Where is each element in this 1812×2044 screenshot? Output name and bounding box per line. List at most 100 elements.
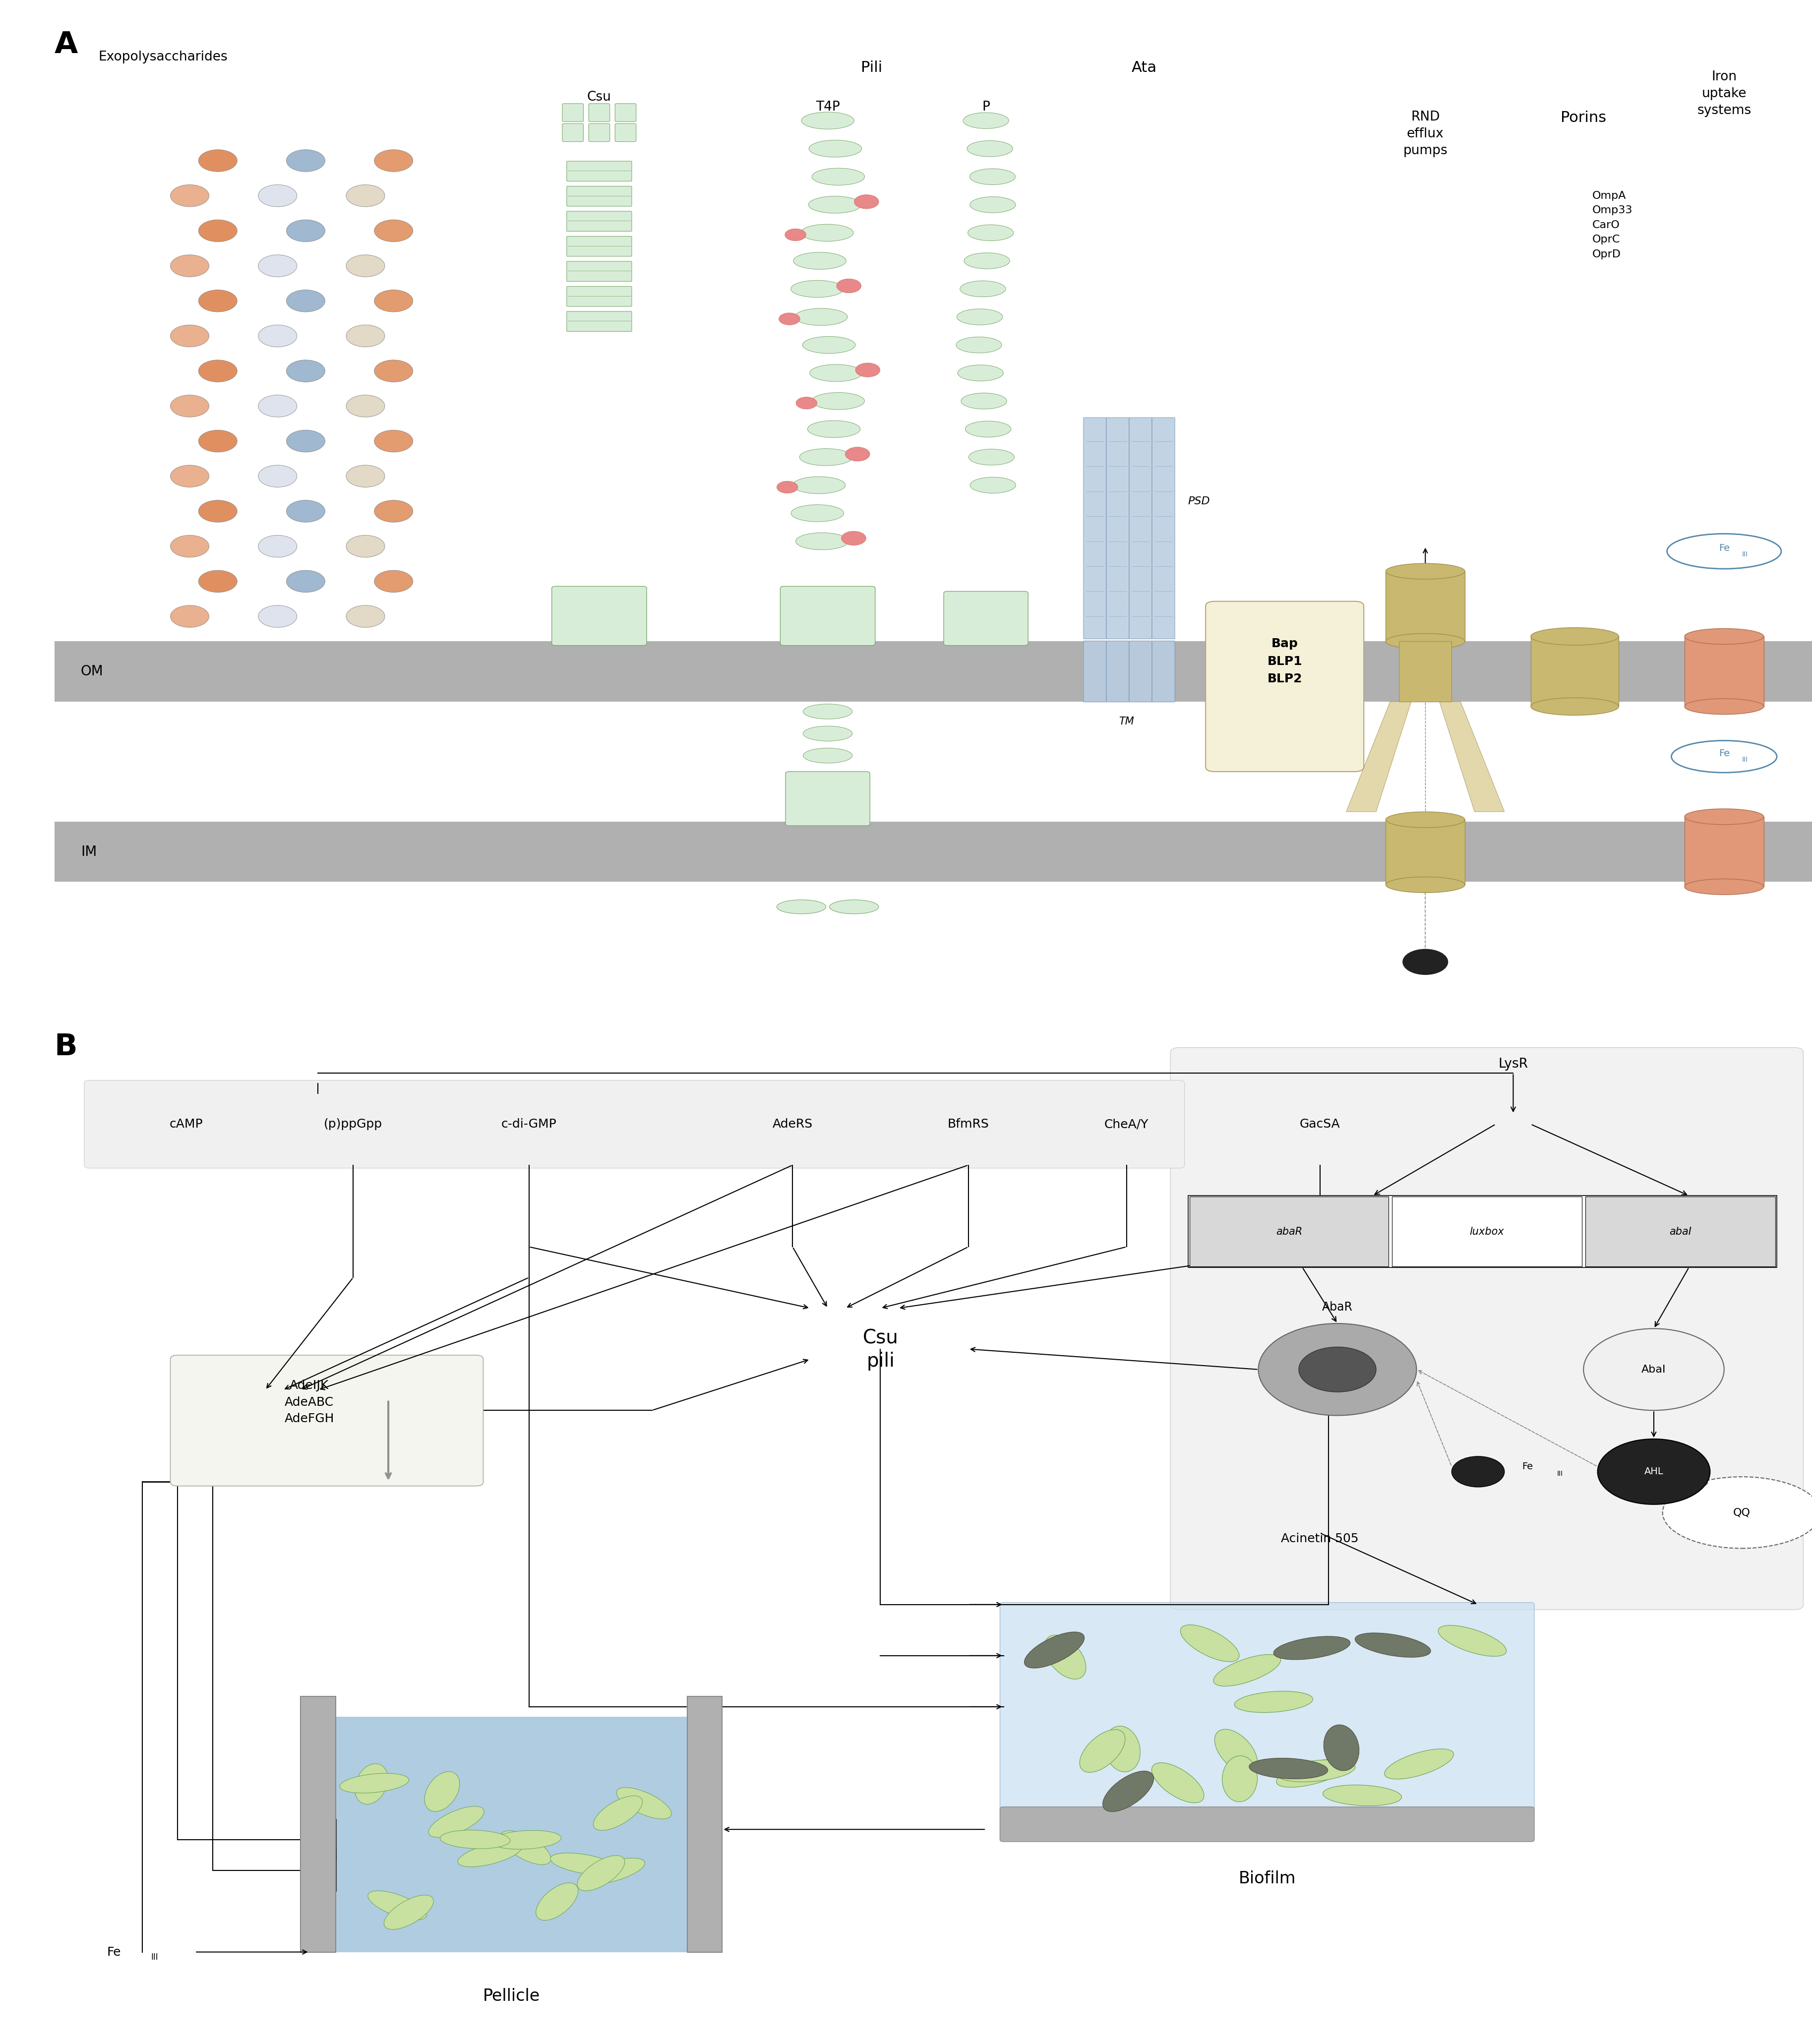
FancyBboxPatch shape: [1000, 1807, 1535, 1842]
Text: (p)ppGpp: (p)ppGpp: [324, 1118, 382, 1130]
Circle shape: [844, 448, 870, 462]
Ellipse shape: [1386, 877, 1464, 893]
Ellipse shape: [1685, 699, 1763, 715]
FancyBboxPatch shape: [1685, 636, 1763, 707]
Text: AdeIJK
AdeABC
AdeFGH: AdeIJK AdeABC AdeFGH: [284, 1380, 333, 1425]
FancyBboxPatch shape: [1190, 1198, 1388, 1267]
Ellipse shape: [1685, 628, 1763, 644]
Ellipse shape: [957, 337, 1002, 354]
Ellipse shape: [491, 1829, 562, 1850]
Circle shape: [855, 364, 881, 376]
Ellipse shape: [1355, 1633, 1431, 1658]
Ellipse shape: [803, 748, 852, 762]
FancyBboxPatch shape: [1107, 417, 1129, 640]
FancyBboxPatch shape: [1152, 417, 1174, 640]
Ellipse shape: [790, 280, 844, 296]
Polygon shape: [1346, 701, 1412, 811]
FancyBboxPatch shape: [335, 1717, 687, 1952]
Ellipse shape: [1152, 1762, 1203, 1803]
FancyBboxPatch shape: [1152, 642, 1174, 701]
Ellipse shape: [1531, 628, 1618, 646]
Circle shape: [170, 605, 208, 628]
FancyBboxPatch shape: [567, 237, 632, 256]
Circle shape: [259, 325, 297, 347]
Ellipse shape: [794, 251, 846, 270]
Circle shape: [259, 256, 297, 276]
FancyBboxPatch shape: [944, 591, 1027, 646]
Circle shape: [346, 256, 384, 276]
Circle shape: [1584, 1329, 1725, 1410]
Ellipse shape: [830, 899, 879, 914]
Ellipse shape: [1685, 879, 1763, 895]
Ellipse shape: [440, 1829, 511, 1848]
FancyBboxPatch shape: [1129, 642, 1152, 701]
Ellipse shape: [964, 253, 1009, 270]
Circle shape: [170, 184, 208, 206]
Circle shape: [375, 360, 413, 382]
Ellipse shape: [1277, 1760, 1355, 1782]
Text: cAMP: cAMP: [169, 1118, 203, 1130]
Text: Fe: Fe: [1522, 1461, 1533, 1472]
Circle shape: [1299, 1347, 1375, 1392]
FancyBboxPatch shape: [589, 123, 611, 141]
Ellipse shape: [1531, 697, 1618, 715]
Ellipse shape: [1080, 1729, 1125, 1772]
Circle shape: [346, 536, 384, 558]
Ellipse shape: [339, 1774, 410, 1793]
Circle shape: [286, 570, 324, 593]
Circle shape: [375, 501, 413, 521]
Ellipse shape: [1386, 564, 1464, 578]
Circle shape: [199, 149, 237, 172]
Circle shape: [1258, 1325, 1417, 1416]
Circle shape: [375, 570, 413, 593]
FancyBboxPatch shape: [781, 587, 875, 646]
FancyBboxPatch shape: [54, 642, 1812, 701]
Ellipse shape: [957, 366, 1004, 380]
Circle shape: [286, 290, 324, 313]
Circle shape: [375, 149, 413, 172]
Circle shape: [286, 221, 324, 241]
Ellipse shape: [1248, 1758, 1328, 1778]
Text: Pili: Pili: [861, 61, 882, 76]
Circle shape: [1402, 948, 1448, 975]
Text: OM: OM: [82, 664, 103, 679]
Ellipse shape: [1325, 1725, 1359, 1770]
Text: c-di-GMP: c-di-GMP: [502, 1118, 556, 1130]
FancyBboxPatch shape: [567, 211, 632, 231]
Ellipse shape: [803, 703, 852, 719]
Circle shape: [259, 605, 297, 628]
Ellipse shape: [792, 476, 846, 495]
Circle shape: [259, 536, 297, 558]
Ellipse shape: [1105, 1725, 1140, 1772]
Circle shape: [1451, 1457, 1504, 1488]
Circle shape: [346, 184, 384, 206]
Ellipse shape: [808, 141, 863, 157]
Circle shape: [346, 605, 384, 628]
Ellipse shape: [792, 505, 844, 521]
FancyBboxPatch shape: [1189, 1196, 1778, 1267]
Text: Fe: Fe: [1718, 544, 1730, 554]
Text: Pellicle: Pellicle: [482, 1987, 540, 2005]
Circle shape: [199, 290, 237, 313]
Circle shape: [259, 184, 297, 206]
Text: Csu: Csu: [587, 90, 611, 104]
Circle shape: [286, 429, 324, 452]
Ellipse shape: [1671, 740, 1778, 773]
Text: AbaI: AbaI: [1642, 1365, 1665, 1374]
Ellipse shape: [1276, 1760, 1348, 1786]
Circle shape: [837, 278, 861, 292]
Ellipse shape: [957, 309, 1002, 325]
FancyBboxPatch shape: [567, 186, 632, 206]
Circle shape: [346, 466, 384, 486]
Text: LysR: LysR: [1499, 1059, 1528, 1071]
Circle shape: [779, 313, 799, 325]
Ellipse shape: [812, 392, 864, 409]
FancyBboxPatch shape: [1084, 417, 1107, 640]
Ellipse shape: [966, 421, 1011, 437]
Ellipse shape: [1386, 811, 1464, 828]
Circle shape: [259, 394, 297, 417]
Circle shape: [259, 466, 297, 486]
Ellipse shape: [1214, 1729, 1258, 1772]
FancyBboxPatch shape: [54, 822, 1812, 881]
Ellipse shape: [812, 168, 864, 186]
